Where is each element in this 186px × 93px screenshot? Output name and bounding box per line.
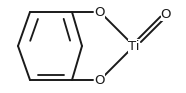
Text: O: O	[161, 8, 171, 20]
Text: O: O	[95, 5, 105, 19]
Text: Ti: Ti	[128, 40, 140, 53]
Text: O: O	[95, 73, 105, 86]
